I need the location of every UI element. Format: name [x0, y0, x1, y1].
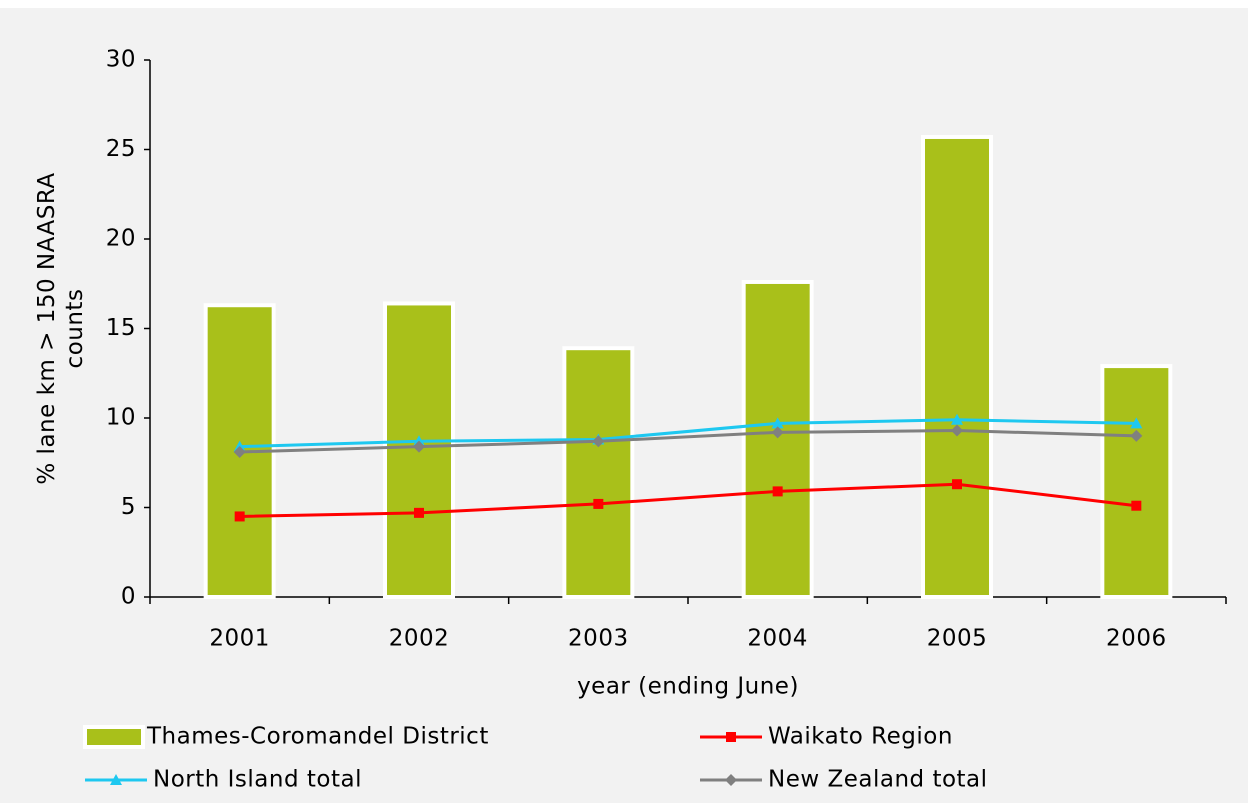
marker — [110, 774, 122, 785]
line — [239, 429, 1137, 454]
x-tick-label: 2005 — [927, 626, 988, 652]
y-axis-label-line: % lane km > 150 NAASRA — [34, 172, 60, 484]
bar — [741, 279, 814, 599]
line — [239, 418, 1137, 449]
marker — [726, 732, 736, 742]
marker — [771, 426, 784, 439]
x-tick-label: 2002 — [389, 626, 450, 652]
x-tick-label: 2004 — [747, 626, 808, 652]
marker — [234, 511, 245, 522]
marker — [771, 417, 784, 429]
x-tick-label: 2001 — [209, 626, 270, 652]
marker — [1130, 429, 1143, 442]
legend-label: Thames-Coromandel District — [146, 724, 489, 750]
marker — [1131, 500, 1142, 511]
legend-label: North Island total — [153, 767, 362, 793]
marker — [233, 446, 246, 459]
y-tick-label: 5 — [121, 494, 136, 520]
y-tick-label: 15 — [106, 315, 136, 341]
marker — [725, 774, 737, 786]
bar — [1100, 364, 1173, 599]
y-tick-label: 10 — [106, 405, 136, 431]
marker — [414, 507, 424, 518]
legend-label: Waikato Region — [768, 724, 953, 750]
bar — [562, 346, 635, 599]
x-tick-label: 2006 — [1106, 626, 1167, 652]
marker — [593, 498, 604, 509]
top-strip — [0, 0, 1248, 8]
x-tick-label: 2003 — [568, 626, 629, 652]
marker — [413, 440, 425, 453]
x-axis-label: year (ending June) — [577, 674, 799, 700]
y-tick-label: 20 — [106, 226, 136, 252]
marker — [772, 486, 783, 497]
line — [239, 482, 1137, 518]
legend-label: New Zealand total — [768, 767, 988, 793]
y-tick-label: 30 — [106, 47, 136, 73]
legend-swatch — [83, 725, 145, 749]
y-tick-label: 25 — [106, 136, 136, 162]
marker — [1130, 417, 1143, 429]
marker — [592, 435, 605, 448]
y-axis-label: % lane km > 150 NAASRAcounts — [34, 172, 88, 484]
bar — [921, 134, 993, 599]
y-axis-label-line: counts — [62, 289, 88, 369]
y-tick-label: 0 — [121, 584, 136, 610]
marker — [951, 413, 963, 425]
marker — [952, 479, 962, 490]
marker — [951, 424, 963, 437]
